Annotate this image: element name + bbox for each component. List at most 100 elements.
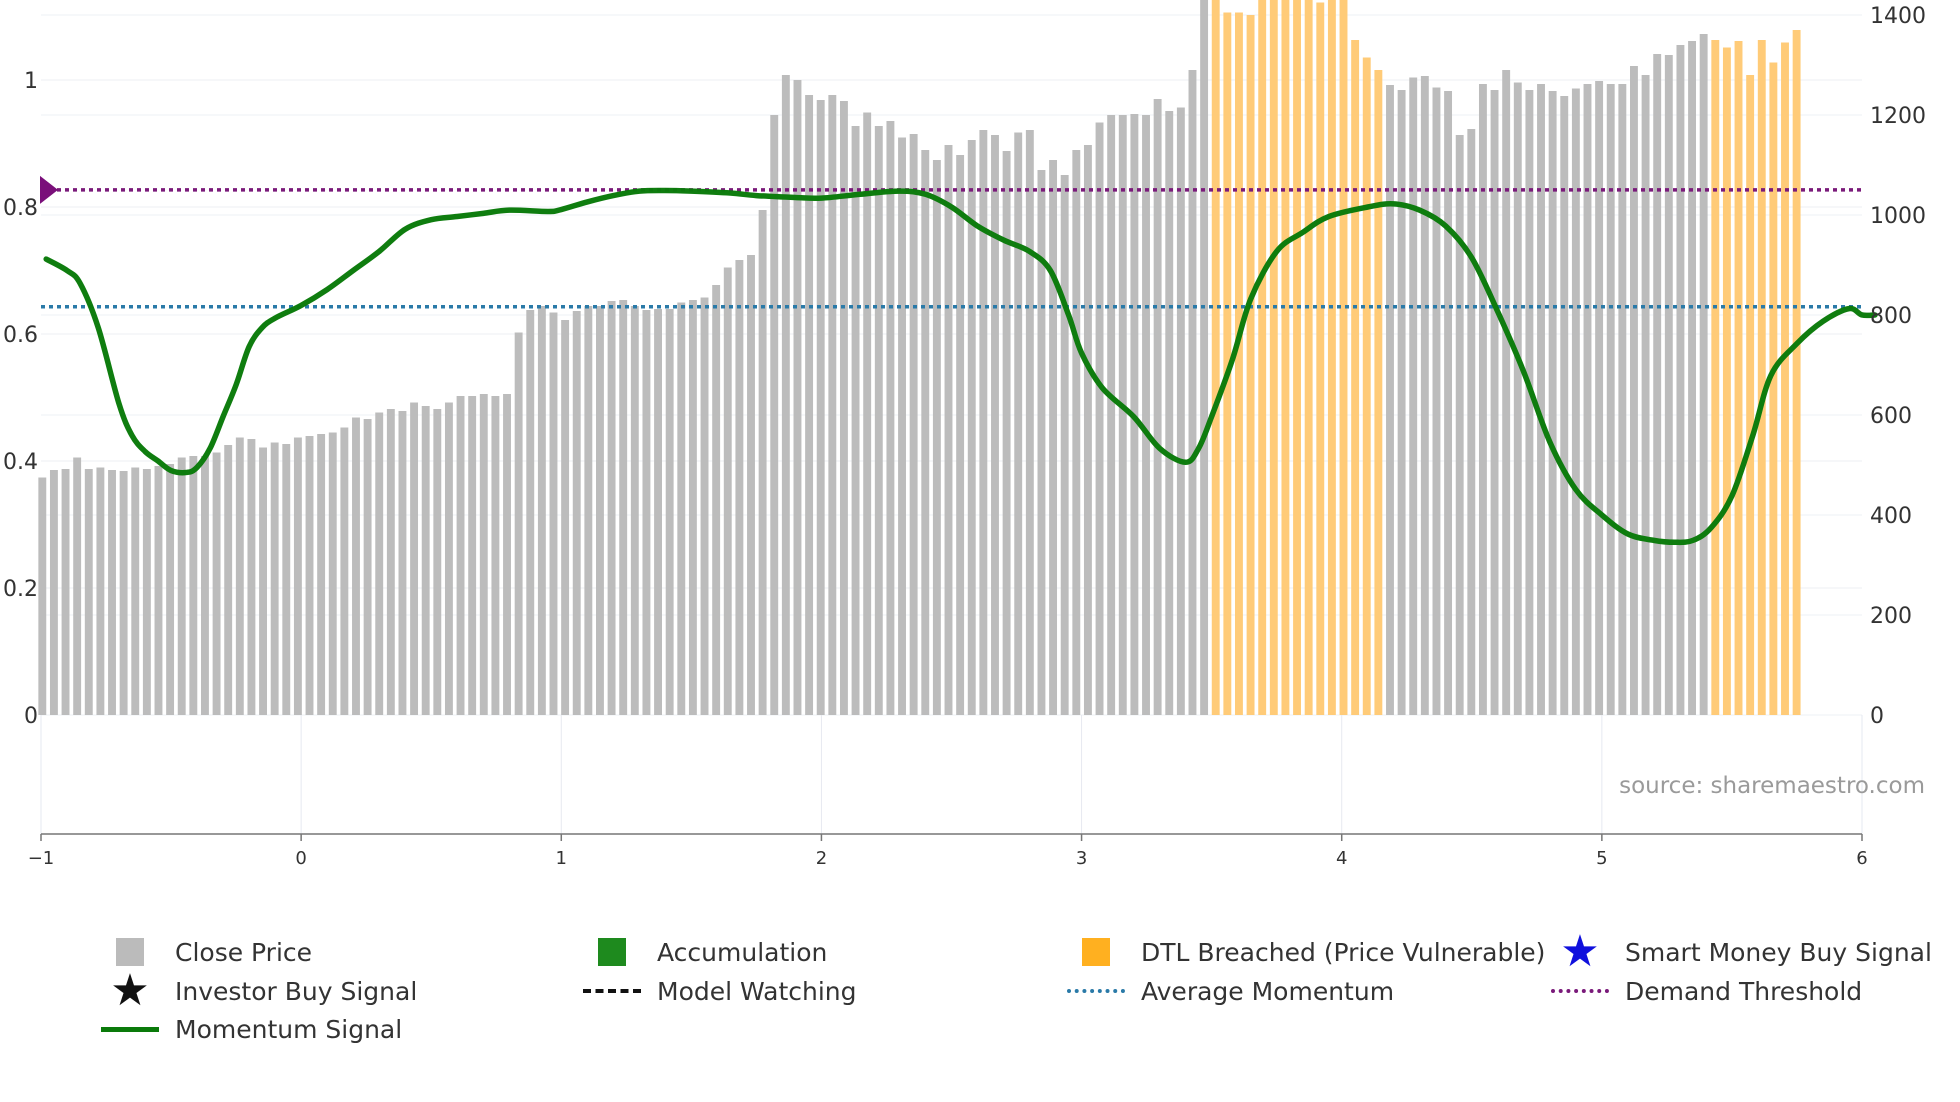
- price-bar-142: [1688, 41, 1697, 715]
- price-bar-106: [1269, 0, 1278, 715]
- x-axis-tick-label-5: 4: [1336, 848, 1347, 869]
- price-bar-62: [758, 210, 767, 715]
- price-bar-63: [770, 115, 779, 715]
- price-bar-98: [1176, 107, 1185, 715]
- price-bar-76: [921, 150, 930, 715]
- price-bar-55: [677, 302, 686, 715]
- price-bar-133: [1583, 84, 1592, 715]
- price-bar-147: [1746, 75, 1755, 715]
- price-bar-110: [1316, 2, 1325, 715]
- price-bar-27: [352, 417, 360, 715]
- price-bar-90: [1083, 145, 1092, 715]
- price-bar-96: [1153, 99, 1162, 715]
- price-bar-134: [1595, 81, 1604, 715]
- legend-item-accumulation[interactable]: Accumulation: [577, 935, 827, 969]
- price-bar-67: [816, 100, 825, 715]
- legend-item-model-watching[interactable]: Model Watching: [577, 974, 857, 1008]
- price-bar-44: [549, 312, 558, 715]
- price-bar-24: [317, 434, 326, 715]
- legend-square-icon: [598, 938, 626, 966]
- price-bar-78: [944, 145, 953, 715]
- price-bar-103: [1235, 12, 1243, 715]
- left-axis-tick-label-2: 0.4: [3, 450, 38, 475]
- right-axis-tick-label-2: 400: [1870, 504, 1912, 529]
- legend-label: Average Momentum: [1141, 976, 1395, 1006]
- price-bar-31: [398, 411, 407, 715]
- x-axis-tick-label-2: 1: [556, 848, 567, 869]
- price-bar-20: [270, 442, 279, 715]
- right-axis-tick-label-7: 1400: [1870, 4, 1926, 29]
- right-axis-tick-label-1: 200: [1870, 604, 1912, 629]
- left-axis-tick-label-4: 0.8: [3, 196, 38, 221]
- momentum-signal-line: [43, 187, 1878, 546]
- price-bar-19: [259, 447, 267, 715]
- price-bar-7: [119, 471, 128, 715]
- price-bar-117: [1397, 90, 1406, 715]
- right-axis-tick-label-6: 1200: [1870, 104, 1926, 129]
- price-bar-66: [805, 95, 814, 715]
- price-bar-25: [328, 432, 337, 715]
- price-bar-139: [1653, 54, 1662, 715]
- star-icon: ★: [110, 965, 150, 1016]
- price-bar-65: [793, 80, 802, 715]
- price-bar-70: [851, 126, 860, 715]
- legend-label: Accumulation: [657, 937, 828, 967]
- price-bar-28: [363, 419, 372, 715]
- price-bar-93: [1118, 115, 1127, 715]
- price-bar-10: [154, 466, 163, 715]
- price-bar-42: [526, 310, 535, 715]
- demand-threshold-marker: [40, 175, 58, 204]
- price-bar-118: [1409, 77, 1418, 715]
- price-bar-127: [1513, 82, 1522, 715]
- price-bar-21: [282, 444, 291, 715]
- price-bar-33: [421, 406, 430, 715]
- price-bar-23: [305, 436, 314, 715]
- legend-item-close-price[interactable]: Close Price: [95, 935, 312, 969]
- legend-label: DTL Breached (Price Vulnerable): [1141, 937, 1546, 967]
- price-bar-135: [1606, 84, 1615, 715]
- legend-item-momentum-signal[interactable]: Momentum Signal: [95, 1012, 402, 1046]
- legend-line-icon: [1067, 989, 1125, 993]
- left-axis-tick-label-1: 0.2: [3, 577, 38, 602]
- legend-item-demand-threshold[interactable]: Demand Threshold: [1545, 974, 1862, 1008]
- price-bar-73: [886, 121, 895, 715]
- legend-item-investor-buy-signal[interactable]: ★ Investor Buy Signal: [95, 965, 417, 1016]
- price-bar-69: [839, 101, 848, 715]
- left-axis-tick-label-0: 0: [24, 704, 38, 729]
- price-bar-101: [1211, 0, 1220, 715]
- price-bar-2: [61, 469, 70, 715]
- price-bar-52: [642, 310, 651, 715]
- price-bar-37: [468, 396, 477, 715]
- price-bar-40: [503, 394, 511, 715]
- price-bar-15: [212, 452, 221, 715]
- price-bar-43: [537, 306, 546, 715]
- legend-square-icon: [116, 938, 144, 966]
- price-bar-57: [700, 297, 709, 715]
- price-bar-48: [596, 306, 604, 715]
- legend-line-icon: [1551, 989, 1609, 993]
- price-bar-140: [1664, 55, 1673, 715]
- legend-line-icon: [583, 989, 641, 993]
- price-bar-32: [410, 402, 419, 715]
- price-bar-5: [96, 467, 105, 715]
- price-bar-122: [1455, 135, 1464, 715]
- price-bar-105: [1258, 0, 1267, 715]
- price-bar-120: [1432, 87, 1441, 715]
- price-bar-104: [1246, 15, 1255, 715]
- price-bar-79: [956, 155, 965, 715]
- price-bar-109: [1304, 0, 1313, 715]
- price-bar-61: [747, 255, 755, 715]
- left-axis-tick-label-3: 0.6: [3, 323, 38, 348]
- price-bar-143: [1699, 34, 1708, 715]
- price-bar-81: [979, 130, 988, 715]
- left-axis-tick-label-5: 1: [24, 69, 38, 94]
- legend-item-dtl-breached-price-vulnerable[interactable]: DTL Breached (Price Vulnerable): [1061, 935, 1545, 969]
- price-bar-128: [1525, 90, 1534, 715]
- price-bar-89: [1072, 150, 1081, 715]
- price-bar-146: [1734, 41, 1743, 715]
- legend-item-average-momentum[interactable]: Average Momentum: [1061, 974, 1394, 1008]
- legend-item-smart-money-buy-signal[interactable]: ★ Smart Money Buy Signal: [1545, 930, 1932, 974]
- price-bar-26: [340, 427, 349, 715]
- price-bar-113: [1351, 40, 1360, 715]
